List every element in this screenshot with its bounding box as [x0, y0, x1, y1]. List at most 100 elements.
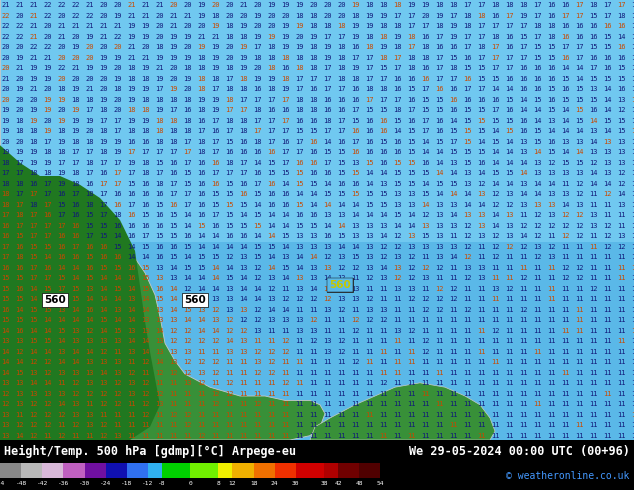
Text: 54: 54 — [377, 481, 384, 486]
Text: 11: 11 — [393, 359, 401, 365]
Text: 11: 11 — [533, 401, 541, 407]
Text: 18: 18 — [141, 160, 150, 166]
Text: 14: 14 — [267, 233, 276, 239]
Text: 15: 15 — [407, 181, 415, 187]
Text: 14: 14 — [449, 212, 458, 218]
Text: 11: 11 — [505, 307, 514, 313]
Text: 18: 18 — [15, 128, 23, 134]
Text: 16: 16 — [505, 44, 514, 50]
Text: 17: 17 — [197, 128, 205, 134]
Text: 12: 12 — [631, 160, 634, 166]
Text: 15: 15 — [113, 328, 122, 334]
Text: 13: 13 — [617, 149, 626, 155]
Text: 16: 16 — [57, 233, 65, 239]
Text: 16: 16 — [547, 97, 555, 103]
Text: 14: 14 — [449, 254, 458, 260]
Text: 11: 11 — [253, 338, 261, 344]
Text: 15: 15 — [323, 149, 332, 155]
Text: 14: 14 — [267, 212, 276, 218]
Text: 11: 11 — [393, 349, 401, 355]
Text: 17: 17 — [365, 65, 373, 71]
Text: 14: 14 — [365, 170, 373, 176]
Text: 11: 11 — [141, 370, 150, 376]
Text: 19: 19 — [29, 160, 37, 166]
Text: 11: 11 — [267, 380, 276, 386]
Text: 11: 11 — [505, 254, 514, 260]
Text: 18: 18 — [337, 23, 346, 29]
Text: 13: 13 — [393, 328, 401, 334]
Text: 14: 14 — [211, 286, 219, 292]
Text: 11: 11 — [463, 359, 472, 365]
Text: 21: 21 — [29, 55, 37, 61]
Text: 15: 15 — [393, 160, 401, 166]
Text: 11: 11 — [211, 422, 219, 428]
Text: 13: 13 — [169, 317, 178, 323]
Text: 19: 19 — [99, 97, 108, 103]
Text: 11: 11 — [351, 412, 359, 418]
Text: 17: 17 — [463, 44, 472, 50]
Text: 11: 11 — [449, 380, 458, 386]
Text: 13: 13 — [281, 254, 290, 260]
Text: 16: 16 — [71, 254, 79, 260]
Text: 12: 12 — [29, 412, 37, 418]
Text: 16: 16 — [309, 118, 318, 124]
Text: 16: 16 — [239, 233, 247, 239]
Text: 12: 12 — [575, 233, 583, 239]
Text: 19: 19 — [155, 55, 164, 61]
Text: 13: 13 — [505, 191, 514, 197]
Text: 19: 19 — [155, 76, 164, 82]
Text: 12: 12 — [337, 349, 346, 355]
Text: 20: 20 — [113, 65, 122, 71]
Text: 11: 11 — [351, 370, 359, 376]
Text: 21: 21 — [169, 23, 178, 29]
Text: 13: 13 — [477, 223, 486, 229]
Text: 13: 13 — [589, 128, 597, 134]
Text: 11: 11 — [155, 433, 164, 439]
Text: 16: 16 — [379, 128, 387, 134]
Text: 11: 11 — [589, 391, 597, 397]
Text: 12: 12 — [631, 170, 634, 176]
Text: 20: 20 — [43, 23, 51, 29]
Text: 18: 18 — [169, 97, 178, 103]
Text: 14: 14 — [323, 139, 332, 145]
Text: 18: 18 — [197, 76, 205, 82]
Text: 21: 21 — [57, 23, 65, 29]
Text: 11: 11 — [337, 317, 346, 323]
Text: 11: 11 — [435, 275, 444, 281]
Text: 15: 15 — [183, 244, 191, 250]
Text: 14: 14 — [183, 317, 191, 323]
Text: 16: 16 — [407, 118, 415, 124]
Text: 17: 17 — [323, 34, 332, 40]
Text: 11: 11 — [197, 422, 205, 428]
Text: 19: 19 — [197, 2, 205, 8]
Text: 11: 11 — [379, 296, 387, 302]
Text: 16: 16 — [337, 107, 346, 113]
Text: 15: 15 — [253, 212, 261, 218]
Text: 17: 17 — [365, 97, 373, 103]
Text: 11: 11 — [603, 433, 612, 439]
Text: 17: 17 — [337, 34, 346, 40]
Text: 16: 16 — [57, 244, 65, 250]
Text: 11: 11 — [421, 422, 429, 428]
Text: 16: 16 — [295, 160, 304, 166]
Text: 19: 19 — [211, 55, 219, 61]
Text: 15: 15 — [505, 128, 514, 134]
Text: 17: 17 — [29, 233, 37, 239]
Text: 13: 13 — [519, 202, 527, 208]
Text: 17: 17 — [379, 97, 387, 103]
Text: 18: 18 — [407, 34, 415, 40]
Text: 18: 18 — [43, 170, 51, 176]
Text: 15: 15 — [71, 296, 79, 302]
Text: 11: 11 — [169, 401, 178, 407]
Text: 11: 11 — [267, 401, 276, 407]
Text: 19: 19 — [57, 139, 65, 145]
Text: 19: 19 — [197, 44, 205, 50]
Text: 11: 11 — [491, 422, 500, 428]
Text: 20: 20 — [253, 23, 261, 29]
Text: 19: 19 — [85, 118, 93, 124]
Text: 17: 17 — [183, 149, 191, 155]
Text: 11: 11 — [533, 349, 541, 355]
Text: 11: 11 — [239, 370, 247, 376]
Text: 18: 18 — [85, 191, 93, 197]
Text: 19: 19 — [29, 65, 37, 71]
